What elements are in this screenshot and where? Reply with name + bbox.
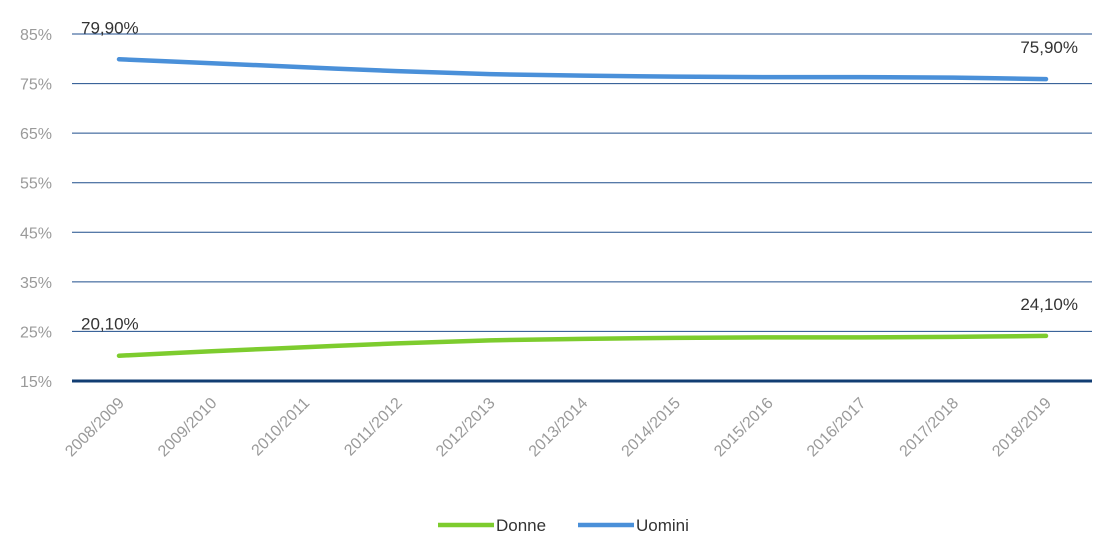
data-label: 79,90% xyxy=(81,18,139,37)
gridlines xyxy=(72,33,1092,383)
x-tick-label: 2012/2013 xyxy=(433,395,499,461)
data-label: 75,90% xyxy=(1020,38,1078,57)
x-tick-label: 2014/2015 xyxy=(619,395,685,461)
y-tick-label: 25% xyxy=(20,324,52,341)
y-tick-label: 15% xyxy=(20,374,52,391)
legend: Donne Uomini xyxy=(438,516,689,535)
data-label: 20,10% xyxy=(81,315,139,334)
y-tick-label: 85% xyxy=(20,27,52,44)
y-tick-label: 35% xyxy=(20,275,52,292)
x-axis-ticks: 2008/2009 2009/2010 2010/2011 2011/2012 2012… xyxy=(62,395,1055,461)
x-tick-label: 2018/2019 xyxy=(989,395,1055,461)
data-labels: 79,90% 75,90% 20,10% 24,10% xyxy=(81,18,1078,333)
y-tick-label: 65% xyxy=(20,126,52,143)
legend-label-uomini: Uomini xyxy=(636,516,689,535)
legend-label-donne: Donne xyxy=(496,516,546,535)
x-tick-label: 2015/2016 xyxy=(711,395,777,461)
y-tick-label: 55% xyxy=(20,176,52,193)
y-tick-label: 45% xyxy=(20,225,52,242)
x-tick-label: 2017/2018 xyxy=(897,395,963,461)
series-lines xyxy=(116,57,1049,358)
x-tick-label: 2013/2014 xyxy=(526,395,592,461)
data-label: 24,10% xyxy=(1020,295,1078,314)
x-tick-label: 2010/2011 xyxy=(249,395,314,460)
x-tick-label: 2009/2010 xyxy=(155,395,221,461)
x-tick-label: 2011/2012 xyxy=(341,395,406,460)
x-tick-label: 2008/2009 xyxy=(62,395,128,461)
y-axis-ticks: 85% 75% 65% 55% 45% 35% 25% 15% xyxy=(20,27,52,391)
series-line-donne xyxy=(116,333,1049,358)
x-tick-label: 2016/2017 xyxy=(804,395,870,461)
series-line-uomini xyxy=(116,57,1049,82)
y-tick-label: 75% xyxy=(20,77,52,94)
